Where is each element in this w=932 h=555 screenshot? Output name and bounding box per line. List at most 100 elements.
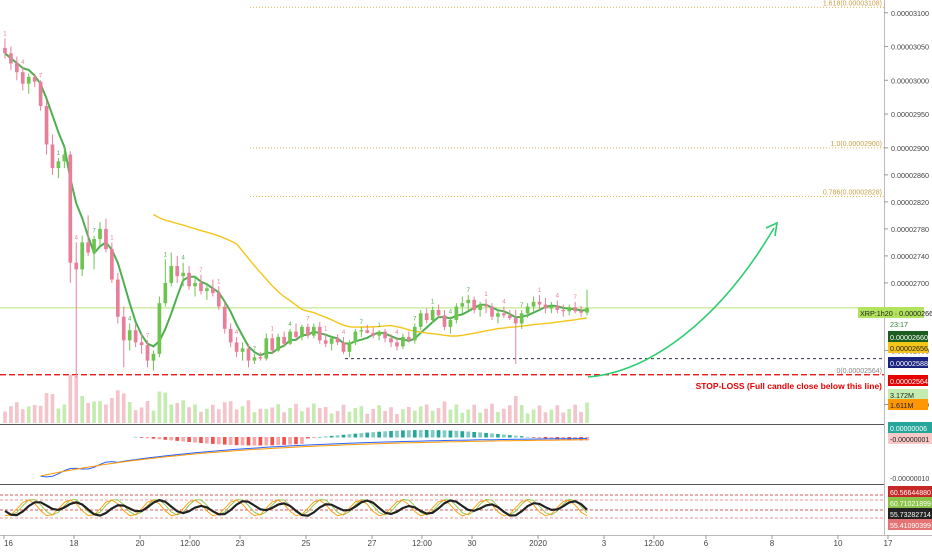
candle-body — [306, 326, 310, 336]
price-label-current: XRP:1h20 · 0.00002663 — [860, 309, 932, 318]
price-label-ma_fast: 0.00002660 — [890, 333, 928, 342]
macd-hist-bar — [211, 437, 215, 444]
candle-body — [335, 338, 340, 343]
volume-bar — [454, 404, 459, 423]
candle — [9, 46, 13, 71]
candle-body — [365, 330, 370, 333]
stop-loss-text: STOP-LOSS (Full candle close below this … — [696, 381, 883, 391]
volume-bar — [519, 405, 524, 423]
volume-bar — [74, 375, 79, 423]
macd-hist-bar — [543, 437, 548, 439]
volume-bar — [424, 404, 429, 423]
candle-body — [496, 313, 500, 317]
candle — [317, 322, 322, 344]
td-marker: 7 — [573, 295, 577, 301]
td-marker: 1 — [431, 300, 435, 306]
candle-body — [246, 348, 251, 361]
candle-body — [323, 340, 328, 344]
candle-body — [585, 307, 589, 313]
macd-hist-bar — [187, 437, 191, 442]
volume-bar — [216, 409, 221, 423]
macd-hist-bar — [401, 430, 405, 438]
fib-label: 0(0.00002564) — [836, 368, 882, 375]
candle-body — [74, 262, 79, 270]
candle — [306, 323, 310, 339]
volume-bar — [15, 402, 19, 423]
rsi-label-bg — [888, 486, 932, 497]
candle-body — [216, 293, 221, 307]
volume-bar — [62, 404, 67, 423]
volume-bar — [276, 404, 281, 423]
candle-body — [543, 304, 548, 309]
volume-bar — [496, 412, 500, 423]
volume-bar — [579, 412, 583, 423]
macd-hist-bar — [294, 437, 298, 445]
rsi-label-bg — [888, 508, 932, 519]
macd-hist-bar — [371, 432, 376, 438]
macd-hist-bar — [216, 437, 221, 445]
rsi-pane — [0, 494, 884, 519]
candle-body — [115, 279, 120, 317]
td-marker: 4 — [449, 310, 453, 316]
macd-hist-bar — [199, 437, 203, 444]
candle — [44, 100, 49, 155]
candle-body — [145, 345, 150, 361]
candle — [151, 350, 156, 371]
x-tick-label: 16 — [4, 539, 13, 548]
volume-bar — [347, 411, 352, 423]
rsi-label-bg — [888, 519, 932, 530]
candle-body — [567, 307, 572, 312]
y-tick-label: 0.00003050 — [891, 43, 929, 52]
candle-body — [294, 331, 298, 337]
volume-bar — [169, 404, 174, 423]
candle-body — [234, 342, 239, 352]
x-tick-label: 10 — [834, 539, 843, 548]
candle-body — [329, 338, 334, 344]
volume-bar — [104, 404, 108, 423]
fib-levels[interactable]: 1.618(0.00003108) 1.0(0.00002900) 0.786(0.… — [0, 0, 884, 376]
volume-bar — [371, 409, 376, 423]
volume-bar — [383, 411, 387, 423]
td-marker: 4 — [21, 60, 25, 66]
candle-body — [407, 336, 411, 341]
candle — [121, 306, 126, 368]
candle-body — [418, 313, 423, 327]
candle — [543, 297, 548, 314]
candle-body — [531, 301, 536, 307]
td-marker: 7 — [253, 347, 257, 353]
volume-bar — [472, 404, 477, 423]
candle — [32, 73, 37, 88]
td-marker: 7 — [39, 73, 43, 79]
candle-body — [395, 342, 399, 347]
macd-hist-bar — [282, 437, 286, 445]
candle — [133, 323, 138, 348]
candle-body — [401, 336, 405, 347]
candle — [407, 331, 411, 343]
candle — [216, 286, 221, 310]
macd-hist-bar — [424, 430, 429, 438]
candle-body — [561, 309, 566, 312]
macd-hist-bar — [157, 437, 162, 440]
candle — [531, 296, 536, 312]
candle-body — [573, 307, 577, 312]
candle-body — [44, 105, 49, 145]
price-axis[interactable] — [884, 0, 932, 550]
candle-body — [80, 242, 85, 270]
price-pane[interactable] — [0, 0, 884, 424]
candle — [466, 295, 471, 310]
x-tick-label: 20 — [136, 539, 145, 548]
projection-arrow[interactable] — [587, 227, 775, 378]
candle-body — [549, 305, 554, 309]
td-marker: 1 — [377, 323, 381, 329]
candle-body — [127, 330, 132, 341]
volume-bar — [222, 402, 227, 423]
candle — [175, 255, 180, 283]
candle — [359, 326, 364, 337]
macd-hist-bar — [353, 433, 358, 438]
macd-label: 0.00000006 — [890, 426, 927, 433]
price-labels: XRP:1h20 · 0.00002663 23:17 0.00002660 0.00… — [858, 307, 932, 530]
candle — [341, 336, 346, 354]
td-marker: 4 — [288, 322, 292, 328]
candle — [246, 343, 251, 368]
